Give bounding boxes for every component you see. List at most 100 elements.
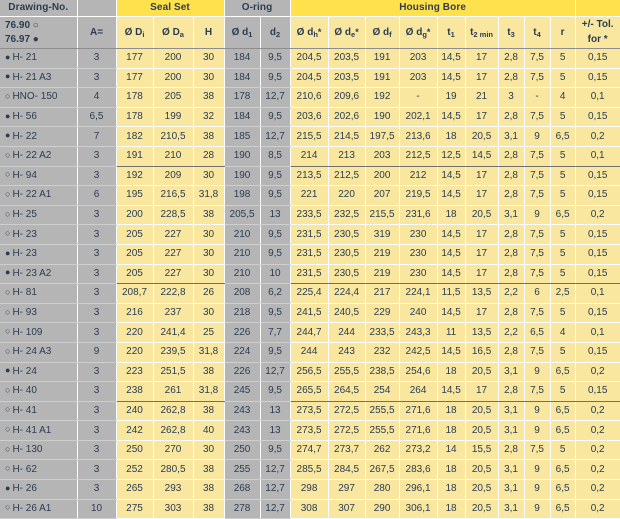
cell-t1: 14,5 [437,381,466,402]
cell-d2: 9,5 [260,381,291,402]
table-row[interactable]: H- 41 3240262,83824313273,5272,5255,5271,… [0,401,620,422]
cell-r: 5 [550,244,576,265]
table-row[interactable]: H- 23 3205227302109,5231,5230,531923014,5… [0,224,620,245]
cell-t3: 2,8 [498,48,525,69]
drawing-no-label: H- 94 [12,169,37,181]
cell-t2: 17 [465,264,499,285]
table-row[interactable]: H- 40 323826131,82459,5265,5264,525426414… [0,381,620,402]
cell-H: 28 [193,146,225,167]
table-row[interactable]: H- 41 A13242262,84024313273,5272,5255,52… [0,420,620,441]
cell-tol: 0,2 [575,440,620,461]
cell-d1: 185 [224,126,261,147]
table-row[interactable]: H- 21 A33177200301849,5204,5203,51912031… [0,68,620,89]
column-header-bore-df-sub: f [389,29,392,39]
cell-dg: - [399,87,438,108]
table-row[interactable]: H- 23 3205227302109,5231,5230,521923014,5… [0,244,620,265]
table-row[interactable]: HNO- 15041782053817812,7210,6209,6192-19… [0,87,620,108]
table-row[interactable]: H- 109 3220241,4252267,7244,7244233,5243,… [0,322,620,343]
cell-Da: 227 [153,264,194,285]
cell-tol: 0,1 [575,87,620,108]
table-row[interactable]: H- 56 6,5178199321849,5203,6202,6190202,1… [0,107,620,128]
cell-dg: 264 [399,381,438,402]
cell-t3: 2,8 [498,244,525,265]
cell-dg: 231,6 [399,205,438,226]
cell-Di: 208,7 [116,283,154,304]
cell-t3: 2,8 [498,107,525,128]
cell-a: 3 [77,224,117,245]
cell-t2: 17 [465,107,499,128]
table-row[interactable]: H- 22 7182210,53818512,7215,5214,5197,521… [0,126,620,147]
column-header-radius-text: r [560,26,565,38]
cell-d2: 9,5 [260,224,291,245]
cell-dh: 244 [290,342,329,363]
cell-t2: 13,5 [465,322,499,343]
cell-t4: 9 [524,499,551,519]
cell-drawing-no: H- 40 [0,381,78,402]
drawing-no-label: H- 23 A2 [12,267,52,279]
table-row[interactable]: H- 24 A3 9220239,531,82249,5244243232242,… [0,342,620,363]
drawing-no-label: H- 41 A1 [12,424,52,436]
cell-dh: 204,5 [290,48,329,69]
cell-dh: 215,5 [290,126,329,147]
drawing-no-label: H- 93 [12,307,37,319]
cell-de: 202,6 [328,107,366,128]
table-row[interactable]: H- 93 3216237302189,5241,5240,522924014,5… [0,303,620,324]
cell-Di: 242 [116,420,154,441]
table-row[interactable]: H- 62 3252280,53825512,7285,5284,5267,528… [0,459,620,481]
cell-t2: 17 [465,381,499,402]
table-row[interactable]: H- 1303250270302509,5274,7273,7262273,21… [0,440,620,461]
drawing-no-label: H- 22 A2 [12,150,52,162]
cell-drawing-no: H- 22 A2 [0,146,78,167]
cell-t1: 14,5 [437,185,466,206]
table-row[interactable]: H- 25 3200228,538205,513233,5232,5215,523… [0,205,620,226]
cell-df: 290 [365,499,400,519]
table-row[interactable]: H- 22 A1 6195216,531,81989,5221220207219,… [0,185,620,206]
cell-d2: 8,5 [260,146,291,167]
cell-t4: 7,5 [524,342,551,363]
cell-dg: 213,6 [399,126,438,147]
table-row[interactable]: H- 26 32652933826812,7298297280296,11820,… [0,479,620,500]
column-header-t3: t3 [498,16,525,49]
cell-Da: 293 [153,479,194,500]
table-row[interactable]: H- 24 3223251,53822612,7256,5255,5238,525… [0,362,620,383]
filled-circle-icon [5,130,12,140]
cell-de: 284,5 [328,459,366,481]
column-header-inner-diameter-sub: i [142,29,145,39]
cell-tol: 0,15 [575,303,620,324]
cell-drawing-no: H- 56 [0,107,78,128]
cell-r: 5 [550,381,576,402]
cell-H: 38 [193,459,225,481]
cell-Di: 191 [116,146,154,167]
table-row[interactable]: H- 22 A2 3191210281908,5214213203212,512,… [0,146,620,167]
cell-de: 203,5 [328,48,366,69]
cell-t1: 18 [437,126,466,147]
table-row[interactable]: H- 23 A2 32052273021010231,5230,521923014… [0,264,620,285]
table-row[interactable]: H- 21 3177200301849,5204,5203,519120314,5… [0,48,620,69]
cell-Di: 275 [116,499,154,519]
cell-H: 30 [193,303,225,324]
column-header-height: H [193,16,225,49]
table-row[interactable]: H- 26 A1102753033827812,7308307290306,11… [0,499,620,519]
table-body: H- 213177200301849,5204,5203,519120314,5… [0,48,620,519]
cell-a: 3 [77,283,117,304]
cell-Da: 262,8 [153,401,194,422]
column-header-bore-df-text: Ø d [372,26,390,38]
cell-Da: 251,5 [153,362,194,383]
table-row[interactable]: H- 81 3208,7222,8262086,2225,4224,4217224… [0,283,620,304]
cell-t3: 2,8 [498,342,525,363]
cell-d2: 12,7 [260,87,291,108]
column-header-bore-dh-sub: h [313,29,318,39]
cell-dh: 308 [290,499,329,519]
cell-r: 5 [550,185,576,206]
cell-a: 10 [77,499,117,519]
cell-df: 280 [365,479,400,500]
cell-r: 5 [550,48,576,69]
cell-t3: 3,1 [498,459,525,481]
cell-a: 3 [77,48,117,69]
cell-drawing-no: H- 130 [0,440,78,461]
cell-t4: 9 [524,362,551,383]
open-circle-icon [5,404,12,414]
column-header-inner-diameter-text: Ø D [124,26,143,38]
table-row[interactable]: H- 94 3192209301909,5213,5212,520021214,5… [0,166,620,187]
column-header-t4: t4 [524,16,551,49]
